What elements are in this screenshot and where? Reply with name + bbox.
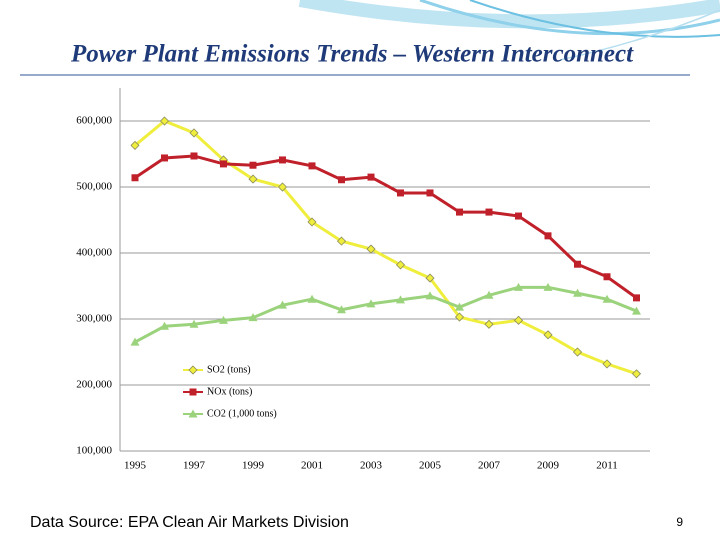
swoosh <box>419 0 720 36</box>
point <box>278 300 287 309</box>
point <box>189 128 199 138</box>
x-tick-label: 2007 <box>478 460 501 472</box>
point <box>485 208 493 216</box>
point <box>367 173 375 181</box>
point <box>572 347 583 357</box>
point <box>277 182 288 192</box>
point <box>396 295 405 304</box>
legend-marker <box>188 365 198 375</box>
point <box>631 369 642 379</box>
point <box>248 174 258 184</box>
point <box>338 176 345 184</box>
point <box>602 359 612 369</box>
point <box>544 232 552 240</box>
point <box>425 291 435 300</box>
point <box>543 282 553 291</box>
point <box>366 244 376 254</box>
point <box>220 160 227 168</box>
page-number: 9 <box>676 515 683 529</box>
point <box>219 315 228 324</box>
swoosh <box>298 0 720 29</box>
point <box>454 312 465 322</box>
x-tick-label: 2003 <box>360 460 383 472</box>
point <box>336 236 347 246</box>
point <box>337 305 346 314</box>
point <box>574 260 581 268</box>
legend-label: NOx (tons) <box>207 386 252 397</box>
point <box>130 337 140 346</box>
point <box>425 273 435 283</box>
series-line <box>134 285 638 344</box>
point <box>513 315 524 325</box>
point <box>248 313 258 322</box>
point <box>131 174 139 182</box>
y-tick-label: 200,000 <box>76 379 112 391</box>
chart-title: Power Plant Emissions Trends – Western I… <box>70 41 634 68</box>
point <box>189 319 199 328</box>
point <box>308 162 316 170</box>
point <box>307 217 317 227</box>
point <box>455 302 464 311</box>
point <box>161 154 168 162</box>
point <box>159 116 170 126</box>
legend-marker <box>189 388 197 396</box>
point <box>514 282 523 291</box>
series-line <box>134 119 637 376</box>
decoration <box>298 0 720 61</box>
point <box>395 260 406 270</box>
point <box>633 294 640 302</box>
x-tick-label: 2009 <box>537 460 560 472</box>
point <box>602 294 612 303</box>
point <box>279 156 286 164</box>
y-tick-label: 300,000 <box>76 313 112 325</box>
source: Data Source: EPA Clean Air Markets Divis… <box>30 514 349 531</box>
y-tick-label: 500,000 <box>76 181 112 193</box>
x-tick-label: 1997 <box>183 460 206 472</box>
point <box>515 212 522 220</box>
point <box>249 161 257 169</box>
legend-marker <box>188 409 198 418</box>
y-tick-label: 400,000 <box>76 247 112 259</box>
swoosh <box>559 9 720 61</box>
point <box>426 189 434 197</box>
series-line <box>134 154 638 300</box>
y-tick-label: 100,000 <box>76 445 112 457</box>
point <box>632 306 641 315</box>
point <box>456 208 463 216</box>
x-tick-label: 2011 <box>596 460 618 472</box>
point <box>397 189 404 197</box>
point <box>543 330 553 340</box>
point <box>484 290 494 299</box>
point <box>190 152 198 160</box>
point <box>603 273 611 281</box>
x-tick-label: 2005 <box>419 460 442 472</box>
point <box>366 299 376 308</box>
point <box>573 288 582 297</box>
legend-label: CO2 (1,000 tons) <box>207 408 277 419</box>
x-tick-label: 1995 <box>124 460 147 472</box>
swoosh <box>469 0 720 38</box>
point <box>484 319 494 329</box>
legend-label: SO2 (tons) <box>207 364 251 375</box>
point <box>307 294 317 303</box>
point <box>160 321 169 330</box>
point <box>130 140 140 150</box>
x-tick-label: 1999 <box>242 460 265 472</box>
y-tick-label: 600,000 <box>76 115 112 127</box>
x-tick-label: 2001 <box>301 460 323 472</box>
